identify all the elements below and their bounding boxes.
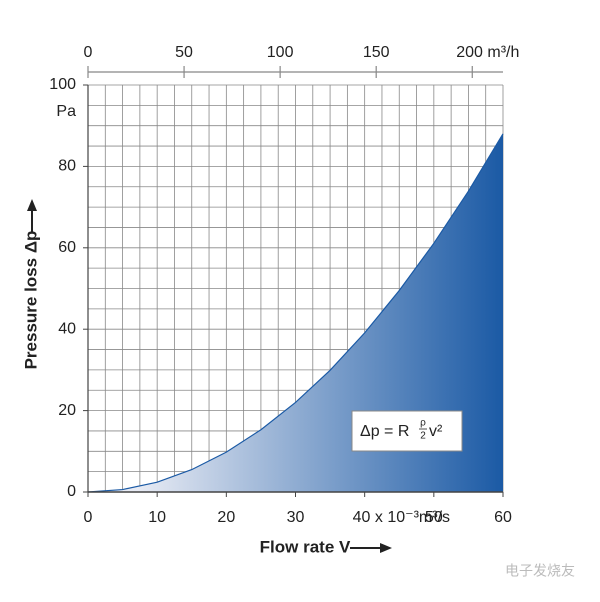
- x-axis-label: Flow rate V: [260, 537, 351, 556]
- marks: [87, 133, 504, 493]
- x-arrow: [350, 543, 392, 553]
- x-tick-label: 60: [494, 509, 512, 526]
- y-arrow: [27, 199, 37, 233]
- x2-tick-label: 100: [267, 44, 294, 61]
- x2-tick-label: 50: [175, 44, 193, 61]
- x-tick-label: 40 x 10⁻³m³/s: [353, 509, 450, 526]
- y-tick-label: 20: [58, 402, 76, 419]
- x-tick-label: 10: [148, 509, 166, 526]
- annotation-lhs: Δp = R: [360, 423, 409, 440]
- y-unit: Pa: [56, 103, 76, 120]
- area: [88, 133, 503, 492]
- annotation-den: 2: [420, 431, 426, 442]
- y-tick-label: 80: [58, 158, 76, 175]
- annotation-num: ρ: [420, 418, 426, 429]
- annotation: Δp = R ρ 2 v²: [351, 410, 463, 452]
- annotation-rhs: v²: [429, 423, 443, 440]
- x-tick-label: 20: [217, 509, 235, 526]
- y-tick-label: 100: [49, 76, 76, 93]
- watermark: 电子发烧友: [505, 563, 575, 579]
- x2-tick-label: 150: [363, 44, 390, 61]
- x-tick-label: 0: [84, 509, 93, 526]
- area-edge: [87, 133, 504, 493]
- x-tick-label: 50: [425, 509, 443, 526]
- x-tick-label: 30: [287, 509, 305, 526]
- y-tick-label: 0: [67, 483, 76, 500]
- y-tick-label: 40: [58, 320, 76, 337]
- y-tick-label: 60: [58, 239, 76, 256]
- x2-tick-label: 200 m³/h: [456, 44, 519, 61]
- x2-tick-label: 0: [84, 44, 93, 61]
- y-axis-label: Pressure loss Δp: [21, 231, 40, 370]
